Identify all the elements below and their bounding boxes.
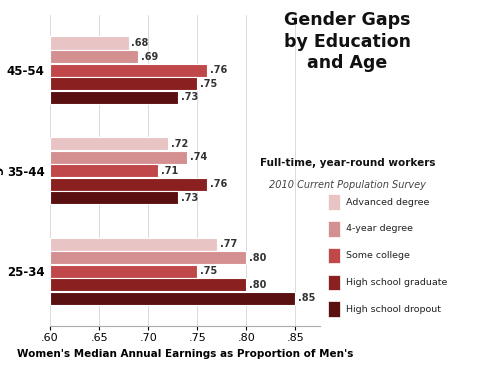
Text: .76: .76 (210, 179, 228, 189)
Text: 4-year degree: 4-year degree (346, 224, 413, 233)
Text: 2010 Current Population Survey: 2010 Current Population Survey (269, 180, 426, 190)
Bar (50, 278, 246, 291)
Text: High school graduate: High school graduate (346, 278, 448, 287)
Text: .75: .75 (200, 79, 218, 89)
Bar (50, 164, 158, 177)
Text: .69: .69 (142, 52, 158, 62)
Bar (50, 191, 178, 204)
Text: .71: .71 (161, 166, 178, 175)
Bar (50, 265, 198, 278)
Bar (50, 50, 138, 63)
Text: High school dropout: High school dropout (346, 305, 441, 313)
Text: .75: .75 (200, 266, 218, 276)
Bar (50, 137, 168, 150)
Bar (50, 36, 128, 49)
Text: Advanced degree: Advanced degree (346, 198, 430, 207)
Bar (50, 178, 207, 191)
Text: Some college: Some college (346, 251, 410, 260)
Text: .73: .73 (180, 193, 198, 203)
Text: .80: .80 (250, 280, 266, 290)
Text: .76: .76 (210, 65, 228, 75)
X-axis label: Women's Median Annual Earnings as Proportion of Men's: Women's Median Annual Earnings as Propor… (17, 349, 353, 359)
Bar (50, 292, 296, 305)
Text: .80: .80 (250, 253, 266, 263)
Text: .73: .73 (180, 92, 198, 102)
Text: .77: .77 (220, 239, 237, 249)
Text: Gender Gaps
by Education
and Age: Gender Gaps by Education and Age (284, 11, 411, 72)
Bar (50, 77, 198, 90)
Bar (50, 251, 246, 264)
Y-axis label: Age: Age (0, 157, 4, 184)
Bar (50, 91, 178, 104)
Text: .74: .74 (190, 152, 208, 162)
Bar (50, 237, 217, 250)
Text: Full-time, year-round workers: Full-time, year-round workers (260, 158, 435, 168)
Text: .72: .72 (171, 138, 188, 148)
Text: .68: .68 (132, 38, 149, 48)
Bar (50, 63, 207, 77)
Bar (50, 151, 188, 164)
Text: .85: .85 (298, 293, 316, 303)
